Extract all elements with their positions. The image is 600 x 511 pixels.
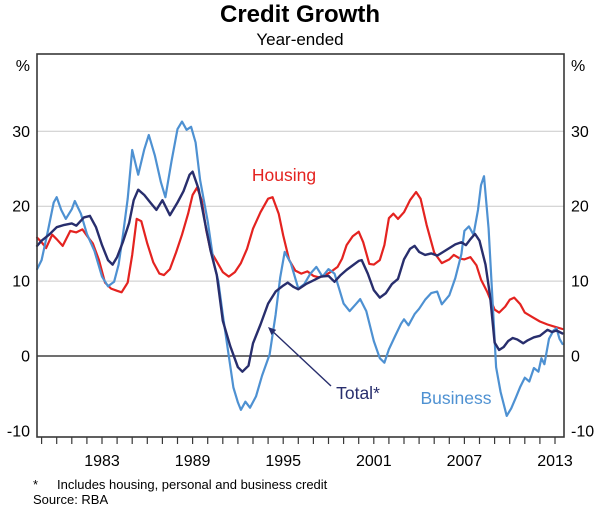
footnote-marker: * [33, 477, 39, 492]
x-axis-year-label: 2001 [356, 453, 392, 470]
x-axis-year-label: 1989 [175, 453, 211, 470]
y-axis-unit-left: % [16, 58, 30, 75]
y-axis-tick-label-left: 0 [21, 349, 30, 366]
total-series-label-arrowhead [268, 327, 277, 336]
business-series-label: Business [420, 388, 491, 408]
y-axis-tick-label-left: 20 [12, 199, 30, 216]
y-axis-tick-label-right: 20 [571, 199, 589, 216]
y-axis-tick-label-left: -10 [7, 423, 30, 440]
y-axis-tick-label-right: 30 [571, 124, 589, 141]
y-axis-tick-label-right: 0 [571, 349, 580, 366]
y-axis-tick-label-left: 10 [12, 274, 30, 291]
footnote-text: Includes housing, personal and business … [57, 477, 328, 492]
housing-series-label: Housing [252, 165, 316, 185]
plot-border [36, 53, 565, 438]
y-axis-unit-right: % [571, 58, 585, 75]
x-axis-year-label: 1983 [84, 453, 120, 470]
x-axis-year-label: 1995 [265, 453, 301, 470]
business-line [35, 120, 564, 417]
chart-subtitle: Year-ended [256, 30, 344, 49]
source-note: Source: RBA [33, 492, 109, 507]
housing-line [35, 186, 564, 331]
y-axis-tick-label-left: 30 [12, 124, 30, 141]
total-series-label: Total* [336, 383, 380, 403]
y-axis-tick-label-right: 10 [571, 274, 589, 291]
footnote: * Includes housing, personal and business… [33, 477, 327, 492]
x-axis-year-label: 2013 [537, 453, 573, 470]
chart-title: Credit Growth [220, 1, 380, 28]
total-series-label-arrow [273, 331, 332, 387]
total-line [35, 170, 564, 373]
y-axis-tick-label-right: -10 [571, 423, 594, 440]
x-axis-year-label: 2007 [447, 453, 483, 470]
